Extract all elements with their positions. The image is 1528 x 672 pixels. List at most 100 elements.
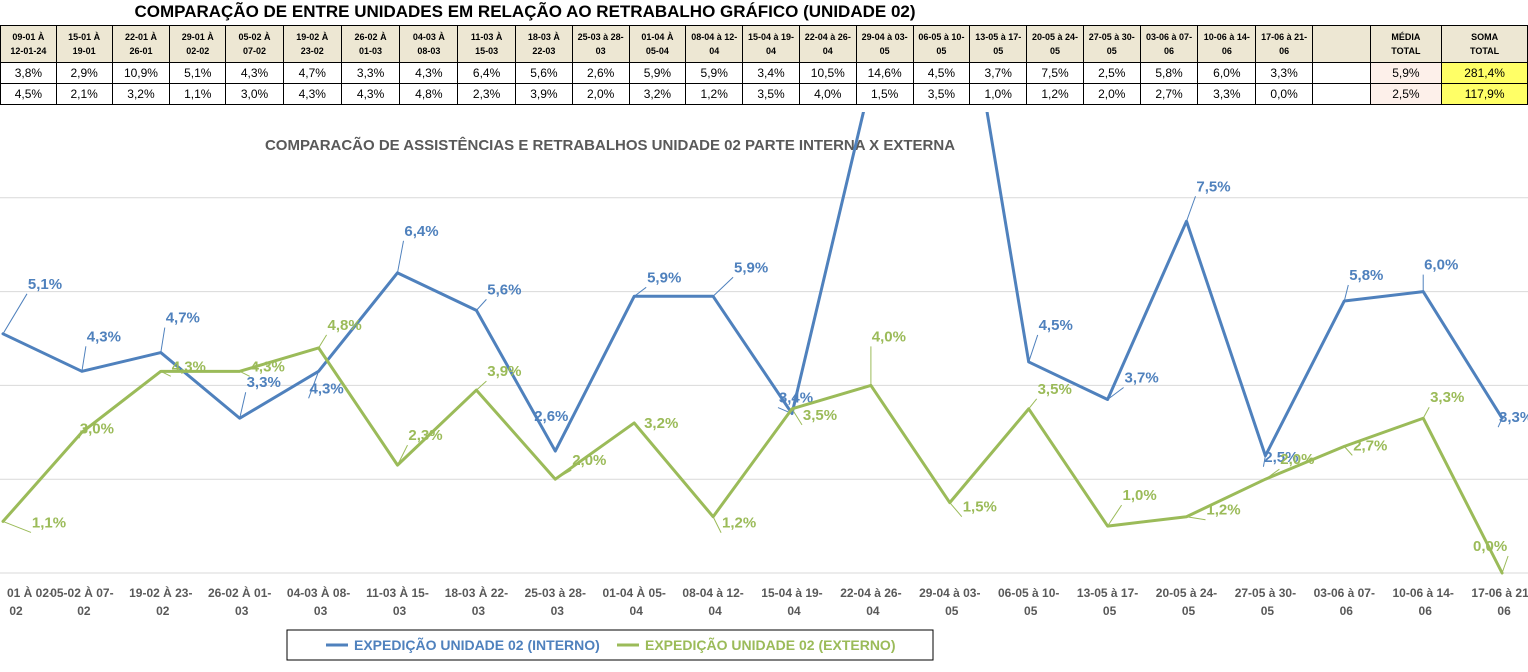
table-cell: 3,5% [912, 83, 971, 105]
data-label: 2,7% [1353, 437, 1387, 454]
data-label-leader [2, 293, 28, 335]
x-tick-label: 27-05 à 30- [1235, 586, 1296, 600]
data-label-leader [308, 371, 320, 399]
legend-label: EXPEDIÇÃO UNIDADE 02 (INTERNO) [354, 636, 600, 653]
x-tick-label: 05 [945, 604, 959, 618]
data-label-leader [1186, 196, 1196, 222]
series-line-interno [1, 112, 1504, 458]
x-tick-label: 03 [393, 604, 407, 618]
header-line: 03-06 à 07- [1146, 32, 1193, 42]
header-line: 18-03 À [527, 32, 560, 42]
header-line: 02-02 [186, 46, 210, 56]
table-cell: 5,9% [685, 62, 744, 84]
blank-cell [1311, 62, 1371, 84]
data-label-leader [1501, 555, 1509, 574]
table-cell: 2,9% [55, 62, 113, 84]
data-label: 4,0% [872, 328, 906, 345]
header-line: 05 [1049, 46, 1060, 56]
header-line: 22-03 [532, 46, 556, 56]
header-line: 13-05 à 17- [975, 32, 1022, 42]
blank-column-header [1311, 25, 1371, 63]
x-tick-label: 04-03 À 08- [287, 585, 350, 600]
header-line: 05 [993, 46, 1004, 56]
header-line: 06 [1164, 46, 1175, 56]
header-line: 06 [1279, 46, 1290, 56]
column-header: 01-04 À 05-04 [628, 25, 687, 63]
table-cell: 3,0% [225, 83, 284, 105]
column-header: 05-02 À 07-02 [225, 25, 284, 63]
table-cell: 4,5% [912, 62, 971, 84]
table-row: 3,8% 2,9% 10,9% 5,1% 4,3% 4,7% 3,3% 4,3% 6,4% 5,6… [0, 62, 1528, 84]
x-tick-label: 03 [314, 604, 328, 618]
x-tick-label: 20-05 à 24- [1156, 586, 1217, 600]
header-line: 01-04 À [641, 32, 674, 42]
data-label: 3,7% [1124, 369, 1158, 386]
media-total-value: 5,9% [1369, 62, 1443, 84]
column-header: 04-03 À 08-03 [399, 25, 459, 63]
header-line: 04-03 À [412, 32, 445, 42]
x-tick-label: 11-03 À 15- [366, 585, 429, 600]
data-label: 7,5% [1196, 178, 1230, 195]
data-label: 3,2% [644, 415, 678, 432]
soma-total-header: SOMA TOTAL [1441, 25, 1528, 63]
column-header: 08-04 à 12- 04 [685, 25, 744, 63]
x-tick-label: 29-04 à 03- [919, 586, 980, 600]
header-line: 19-02 À [296, 32, 329, 42]
header-line: 04 [709, 46, 720, 56]
x-tick-label: 05-02 À 07- [50, 585, 113, 600]
header-line: TOTAL [1391, 46, 1421, 56]
data-label: 1,2% [1206, 502, 1240, 519]
data-label-leader [1262, 455, 1266, 467]
table-row: 4,5% 2,1% 3,2% 1,1% 3,0% 4,3% 4,3% 4,8% 2,3% 3,9%… [0, 83, 1528, 105]
table-cell: 1,5% [855, 83, 914, 105]
data-label: 4,8% [327, 317, 361, 334]
data-label-leader [239, 370, 250, 377]
header-line: 25-03 à 28- [577, 32, 624, 42]
header-line: 17-06 à 21- [1261, 32, 1308, 42]
x-tick-label: 03-06 à 07- [1314, 586, 1375, 600]
column-header: 15-01 À 19-01 [55, 25, 113, 63]
column-header: 11-03 À 15-03 [457, 25, 516, 63]
data-label-leader [791, 408, 803, 426]
table-cell: 7,5% [1026, 62, 1084, 84]
x-tick-label: 15-04 à 19- [761, 586, 822, 600]
data-label: 6,4% [404, 223, 438, 240]
x-tick-label: 18-03 À 22- [445, 585, 508, 600]
header-line: 01-03 [359, 46, 383, 56]
header-line: 20-05 à 24- [1031, 32, 1079, 42]
column-header: 22-01 À 26-01 [111, 25, 171, 63]
header-line: 19-01 [72, 46, 96, 56]
data-label: 3,9% [487, 363, 521, 380]
column-header: 19-02 À 23-02 [282, 25, 342, 63]
chart-title: COMPARACÃO DE ASSISTÊNCIAS E RETRABALHOS… [265, 136, 955, 154]
table-cell: 3,9% [514, 83, 573, 105]
soma-total-value: 281,4% [1441, 62, 1528, 84]
data-label-leader [1497, 418, 1503, 428]
x-tick-label: 10-06 à 14- [1393, 586, 1454, 600]
legend-box [286, 629, 934, 661]
x-tick-label: 05 [1182, 604, 1196, 618]
data-label: 5,9% [647, 269, 681, 286]
table-cell: 2,7% [1139, 83, 1199, 105]
table-cell: 1,2% [1026, 83, 1084, 105]
column-header: 25-03 à 28- 03 [571, 25, 630, 63]
x-tick-label: 03 [472, 604, 486, 618]
table-cell: 5,6% [514, 62, 573, 84]
data-label: 2,0% [572, 452, 606, 469]
header-line: 09-01 À [12, 32, 45, 42]
column-header: 13-05 à 17- 05 [969, 25, 1028, 63]
data-label: 5,6% [487, 281, 521, 298]
column-header: 22-04 à 26- 04 [798, 25, 857, 63]
header-line: 29-01 À [181, 32, 214, 42]
data-label-leader [712, 276, 734, 297]
data-label-leader [1265, 468, 1280, 480]
x-tick-label: 02 [9, 604, 23, 618]
header-line: 08-03 [417, 46, 441, 56]
data-label-leader [633, 422, 644, 434]
data-label: 1,5% [963, 499, 997, 516]
header-line: 26-02 À [354, 32, 387, 42]
column-header: 15-04 à 19- 04 [742, 25, 800, 63]
header-line: 10-06 à 14- [1203, 32, 1250, 42]
table-cell: 10,5% [798, 62, 857, 84]
table-header-row: 09-01 À 12-01-24 15-01 À 19-01 22-01 À 26-01 2… [0, 25, 1528, 63]
